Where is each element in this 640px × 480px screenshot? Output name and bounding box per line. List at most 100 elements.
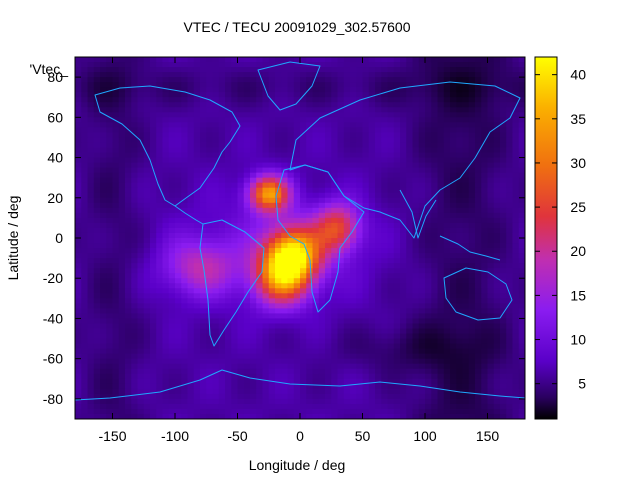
- heatmap-cell: [87, 222, 95, 229]
- heatmap-cell: [256, 187, 264, 194]
- heatmap-cell: [406, 248, 414, 254]
- heatmap-cell: [193, 127, 201, 134]
- heatmap-cell: [318, 278, 326, 284]
- heatmap-cell: [362, 318, 370, 325]
- heatmap-cell: [518, 152, 525, 159]
- heatmap-cell: [512, 278, 520, 284]
- heatmap-cell: [325, 318, 332, 325]
- heatmap-cell: [187, 122, 195, 128]
- heatmap-cell: [387, 263, 395, 269]
- heatmap-cell: [287, 117, 295, 123]
- heatmap-cell: [425, 368, 432, 375]
- heatmap-cell: [331, 318, 339, 325]
- heatmap-cell: [431, 248, 439, 254]
- heatmap-cell: [237, 268, 245, 274]
- heatmap-cell: [487, 293, 495, 299]
- heatmap-cell: [337, 197, 345, 204]
- heatmap-cell: [468, 268, 476, 274]
- heatmap-cell: [362, 202, 370, 209]
- heatmap-cell: [318, 112, 326, 118]
- heatmap-cell: [431, 328, 439, 335]
- heatmap-cell: [112, 112, 120, 118]
- heatmap-cell: [175, 308, 182, 315]
- heatmap-cell: [168, 313, 176, 320]
- heatmap-cell: [231, 378, 239, 385]
- heatmap-cell: [218, 142, 226, 149]
- heatmap-cell: [475, 323, 482, 330]
- heatmap-cell: [318, 268, 326, 274]
- heatmap-cell: [518, 157, 525, 164]
- heatmap-cell: [225, 162, 232, 169]
- heatmap-cell: [212, 142, 220, 149]
- heatmap-cell: [168, 398, 176, 405]
- heatmap-cell: [393, 82, 401, 88]
- heatmap-cell: [493, 112, 501, 118]
- heatmap-cell: [287, 373, 295, 380]
- heatmap-cell: [175, 142, 182, 149]
- heatmap-cell: [175, 378, 182, 385]
- heatmap-cell: [137, 152, 145, 159]
- heatmap-cell: [475, 318, 482, 325]
- heatmap-cell: [118, 288, 126, 294]
- heatmap-cell: [475, 378, 482, 385]
- heatmap-cell: [243, 248, 251, 254]
- heatmap-cell: [400, 373, 407, 380]
- heatmap-cell: [106, 217, 114, 224]
- heatmap-cell: [200, 162, 207, 169]
- heatmap-cell: [231, 273, 239, 279]
- heatmap-cell: [475, 348, 482, 355]
- heatmap-cell: [106, 197, 114, 204]
- heatmap-cell: [250, 348, 257, 355]
- heatmap-cell: [300, 308, 307, 315]
- heatmap-cell: [275, 77, 282, 83]
- heatmap-cell: [125, 67, 132, 73]
- heatmap-cell: [456, 358, 464, 365]
- heatmap-cell: [462, 102, 470, 108]
- heatmap-cell: [112, 122, 120, 128]
- heatmap-cell: [487, 62, 495, 68]
- heatmap-cell: [250, 383, 257, 390]
- heatmap-cell: [500, 278, 507, 284]
- heatmap-cell: [287, 238, 295, 244]
- heatmap-cell: [168, 92, 176, 98]
- heatmap-cell: [506, 122, 514, 128]
- heatmap-cell: [368, 102, 376, 108]
- heatmap-cell: [481, 57, 489, 63]
- heatmap-cell: [375, 348, 382, 355]
- heatmap-cell: [493, 87, 501, 93]
- heatmap-cell: [243, 187, 251, 194]
- heatmap-cell: [162, 308, 170, 315]
- heatmap-cell: [268, 338, 276, 345]
- heatmap-cell: [156, 187, 164, 194]
- heatmap-cell: [381, 263, 389, 269]
- heatmap-cell: [187, 182, 195, 189]
- heatmap-cell: [150, 152, 157, 159]
- heatmap-cell: [318, 333, 326, 340]
- heatmap-cell: [400, 393, 407, 400]
- heatmap-cell: [406, 388, 414, 395]
- heatmap-cell: [362, 238, 370, 244]
- heatmap-cell: [250, 328, 257, 335]
- heatmap-cell: [200, 318, 207, 325]
- heatmap-cell: [256, 258, 264, 264]
- heatmap-cell: [112, 333, 120, 340]
- heatmap-cell: [275, 253, 282, 259]
- heatmap-cell: [331, 368, 339, 375]
- heatmap-cell: [306, 293, 314, 299]
- heatmap-cell: [250, 303, 257, 309]
- heatmap-cell: [281, 92, 289, 98]
- heatmap-cell: [87, 358, 95, 365]
- heatmap-cell: [118, 102, 126, 108]
- heatmap-cell: [475, 222, 482, 229]
- heatmap-cell: [156, 288, 164, 294]
- heatmap-cell: [112, 67, 120, 73]
- heatmap-cell: [450, 358, 457, 365]
- heatmap-cell: [412, 162, 420, 169]
- heatmap-cell: [287, 212, 295, 219]
- heatmap-cell: [381, 207, 389, 214]
- heatmap-cell: [168, 207, 176, 214]
- heatmap-cell: [500, 288, 507, 294]
- heatmap-cell: [375, 343, 382, 350]
- heatmap-cell: [412, 192, 420, 199]
- heatmap-cell: [106, 243, 114, 249]
